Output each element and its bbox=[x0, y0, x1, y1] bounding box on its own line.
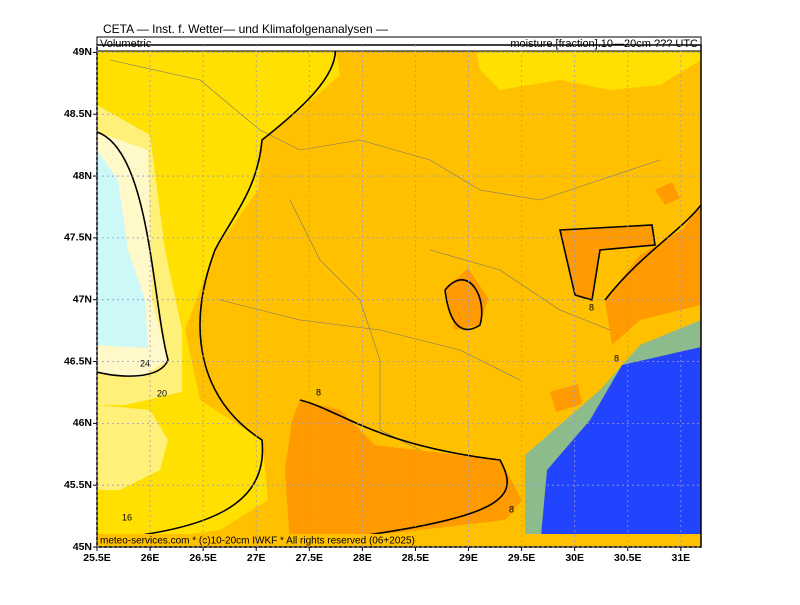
lon-tick-label: 26.5E bbox=[189, 552, 216, 564]
field-yellow bbox=[475, 45, 701, 90]
contour-label: 8 bbox=[316, 387, 321, 397]
lat-tick-label: 45N bbox=[73, 541, 92, 553]
lon-tick-label: 26E bbox=[141, 552, 160, 564]
field-dark bbox=[605, 205, 701, 345]
border-lines bbox=[109, 59, 661, 451]
contour-label: 8 bbox=[589, 302, 594, 312]
contour-line bbox=[444, 279, 483, 331]
lon-tick-label: 28E bbox=[353, 552, 372, 564]
field bbox=[97, 45, 701, 547]
contour-label: 16 bbox=[122, 512, 132, 522]
lon-tick-label: 30E bbox=[565, 552, 584, 564]
contour-label: 8 bbox=[509, 504, 514, 514]
lon-tick-label: 28.5E bbox=[402, 552, 429, 564]
lon-tick-label: 30.5E bbox=[614, 552, 641, 564]
lon-tick-label: 27E bbox=[247, 552, 266, 564]
title: CETA — Inst. f. Wetter— und Klimafolgena… bbox=[103, 22, 388, 36]
lat-tick-label: 48N bbox=[73, 170, 92, 182]
contour-line bbox=[97, 131, 169, 377]
lon-tick-label: 29E bbox=[459, 552, 478, 564]
lat-tick-label: 46N bbox=[73, 417, 92, 429]
contour-line bbox=[97, 45, 337, 541]
contour-label: 24 bbox=[140, 358, 150, 368]
lon-tick-label: 31E bbox=[671, 552, 690, 564]
field-dark bbox=[655, 182, 680, 205]
contour-label: 8 bbox=[614, 353, 619, 363]
lon-tick-label: 25.5E bbox=[83, 552, 110, 564]
lon-tick-label: 27.5E bbox=[296, 552, 323, 564]
field-dark bbox=[285, 400, 522, 545]
contour-line bbox=[604, 204, 701, 301]
field-cyan bbox=[97, 150, 148, 348]
field-yellow bbox=[97, 45, 340, 547]
lat-tick-label: 45.5N bbox=[64, 479, 92, 491]
field-dark bbox=[550, 384, 582, 412]
footer-strip bbox=[97, 534, 701, 547]
lat-tick-label: 47.5N bbox=[64, 232, 92, 244]
sea bbox=[540, 347, 701, 547]
lon-tick-label: 29.5E bbox=[508, 552, 535, 564]
coast bbox=[525, 320, 701, 547]
contour-label: 20 bbox=[157, 388, 167, 398]
lat-tick-label: 48.5N bbox=[64, 108, 92, 120]
lat-tick-label: 46.5N bbox=[64, 355, 92, 367]
right-label: moisture.[fraction].10—20cm ??? UTC bbox=[510, 38, 698, 50]
field-dark bbox=[560, 225, 655, 300]
top-strip bbox=[96, 36, 702, 52]
contour-line bbox=[289, 399, 508, 546]
footer: meteo-services.com * (c)10-20cm IWKF * A… bbox=[100, 536, 415, 547]
left-label: Volumetric bbox=[100, 38, 152, 50]
lat-tick-label: 49N bbox=[73, 46, 92, 58]
field-dark bbox=[445, 268, 488, 330]
lat-tick-label: 47N bbox=[73, 293, 92, 305]
